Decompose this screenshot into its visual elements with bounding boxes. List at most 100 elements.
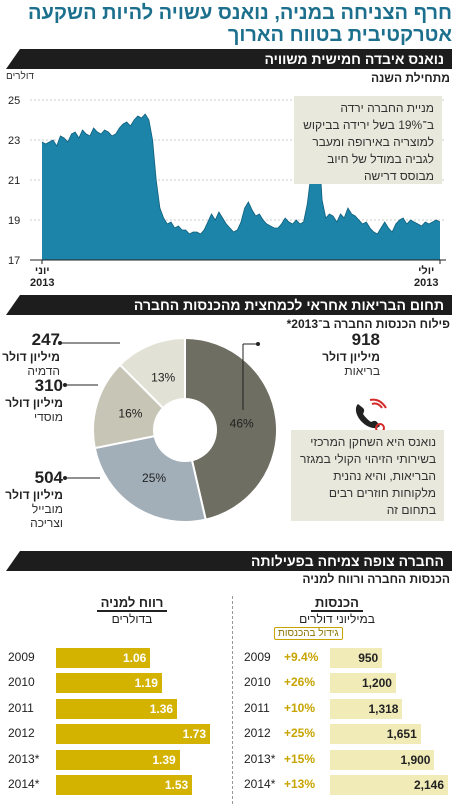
bar-value-label: 1,200: [361, 676, 392, 691]
segment-name: מובייל וצריכה: [30, 502, 63, 530]
segment-value: 310: [34, 376, 63, 395]
rev-title: הכנסות: [311, 595, 363, 612]
bar: [330, 698, 403, 719]
bar: [330, 775, 448, 795]
rev-unit: במיליוני דולרים: [299, 612, 375, 626]
divider: [232, 596, 233, 804]
section2-header-text: תחום הבריאות אחראי לכמחצית מהכנסות החברה: [133, 297, 444, 313]
bar-value-label: 1.73: [182, 727, 206, 742]
y-tick-label: 19: [8, 215, 20, 227]
pie-hole: [153, 398, 217, 462]
bar: [330, 724, 421, 745]
bar-value-label: 1.53: [164, 778, 189, 792]
stock-line-chart: 17 19 21 23 25: [8, 95, 446, 267]
bar: [330, 648, 383, 668]
revenue-pie-chart: 46% 25% 16% 13%: [92, 336, 278, 523]
segment-unit: מיליון דולר: [5, 488, 63, 502]
pie-slice-label: 25%: [142, 471, 166, 485]
bar-category-label: 2012: [244, 726, 271, 741]
bar: [330, 673, 396, 694]
eps-title-block: רווח למניה בדולרים: [76, 594, 188, 626]
stock-line-series: [41, 113, 441, 235]
bar-category-label: 2010: [244, 675, 271, 690]
bar: [56, 698, 178, 719]
bar-category-label: 2014*: [8, 777, 40, 791]
section1-subtitle: מתחילת השנה: [371, 71, 450, 85]
growth-value: +10%: [284, 700, 316, 715]
leader-dot: [256, 342, 260, 346]
y-tick-label: 23: [8, 135, 20, 147]
section3-header: החברה צופה צמיחה בפעילותה: [6, 551, 452, 571]
growth-label: גידול בהכנסות: [274, 627, 343, 640]
segment-mobile: 504 מיליון דולר מובייל וצריכה: [0, 468, 63, 530]
segment-name: בריאות: [344, 364, 380, 378]
y-tick-label: 17: [8, 255, 20, 267]
segment-unit: מיליון דולר: [2, 350, 60, 364]
stock-note-box: מניית החברה ירדה ב־19% בשל ירידה בביקוש …: [294, 96, 442, 184]
leader-dot: [63, 383, 67, 387]
growth-value: +9.4%: [284, 650, 319, 664]
bar: [56, 749, 180, 770]
pie-slice-label: 13%: [151, 370, 175, 384]
bar-category-label: 2014*: [244, 777, 276, 791]
bar-value-label: 2,146: [413, 778, 444, 792]
bar-value-label: 1.06: [122, 651, 147, 665]
growth-value: +15%: [284, 751, 316, 766]
segment-imaging: 247 מיליון דולר הדמיה: [0, 330, 60, 378]
segment-name: הדמיה: [27, 364, 60, 378]
bar-category-label: 2013*: [244, 751, 276, 766]
growth-value: +13%: [284, 777, 316, 791]
section1-header: נואנס איבדה חמישית משוויה: [6, 49, 452, 69]
bar-value-label: 1.19: [134, 676, 158, 691]
segment-institutional: 310 מיליון דולר מוסדי: [0, 376, 63, 424]
segment-value: 247: [31, 330, 60, 349]
health-note-box: נואנס היא השחקן המרכזי בשירותי הזיהוי הק…: [291, 430, 444, 521]
pie-slice-label: 16%: [118, 406, 142, 420]
header-notch: [6, 49, 20, 69]
bar-value-label: 1.39: [152, 752, 176, 767]
segment-value: 918: [351, 330, 380, 349]
headline: חרף הצניחה במניה, נואנס עשויה להיות השקע…: [28, 2, 452, 46]
leader-dot: [63, 476, 67, 480]
segment-unit: מיליון דולר: [5, 396, 63, 410]
section2-header: תחום הבריאות אחראי לכמחצית מהכנסות החברה: [6, 295, 452, 315]
eps-title: רווח למניה: [96, 595, 168, 612]
stock-area-series: [42, 114, 440, 260]
phone-icon: [355, 398, 387, 433]
rev-title-block: הכנסות במיליוני דולרים: [281, 594, 393, 626]
section3-subtitle: הכנסות החברה ורווח למניה: [302, 572, 450, 586]
segment-health: 918 מיליון דולר בריאות: [300, 330, 380, 378]
header-notch: [6, 551, 20, 571]
bar-value-label: 1,900: [400, 752, 431, 767]
bar: [56, 673, 162, 694]
pie-slice-label: 46%: [230, 417, 254, 431]
bar-value-label: 1,318: [368, 701, 399, 716]
bar-category-label: 2011: [8, 700, 34, 715]
growth-value: +26%: [284, 675, 316, 690]
pie-slice: [184, 336, 278, 521]
segment-unit: מיליון דולר: [322, 350, 380, 364]
bar: [56, 648, 151, 668]
y-tick-label: 25: [8, 95, 20, 107]
bar: [56, 775, 193, 795]
bar: [330, 749, 435, 770]
x-label-end: יולי 2013: [414, 265, 439, 289]
section2-subtitle: פילוח הכנסות החברה ב־2013*: [286, 317, 450, 331]
y-tick-label: 21: [8, 175, 20, 187]
segment-name: מוסדי: [34, 410, 63, 424]
bar-category-label: 2011: [244, 700, 270, 715]
bar-value-label: 1,651: [386, 727, 417, 742]
growth-value: +25%: [284, 726, 316, 741]
header-notch: [6, 295, 20, 315]
eps-unit: בדולרים: [111, 612, 153, 626]
pie-leader-lines: [58, 341, 260, 480]
bar-value-label: 1.36: [149, 701, 174, 716]
x-label-start: יוני 2013: [30, 265, 55, 289]
bar-value-label: 950: [358, 651, 379, 665]
bar-category-label: 2012: [8, 726, 35, 741]
bar: [56, 724, 210, 745]
section1-header-text: נואנס איבדה חמישית משוויה: [264, 51, 444, 67]
segment-value: 504: [34, 468, 63, 487]
bar-category-label: 2009: [244, 650, 271, 664]
leader-dot: [58, 341, 62, 345]
